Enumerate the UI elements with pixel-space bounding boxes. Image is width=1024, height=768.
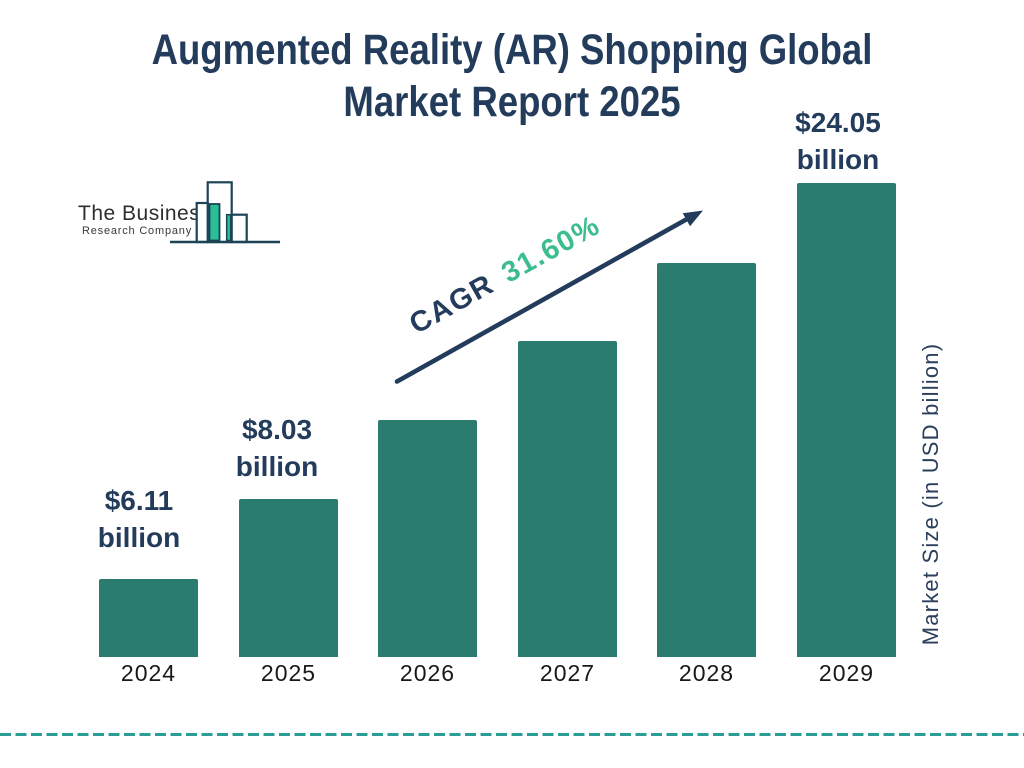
bar-2029 bbox=[797, 183, 896, 657]
bar-2024 bbox=[99, 579, 198, 657]
x-tick-label-2028: 2028 bbox=[678, 660, 735, 686]
value-label-2024: $6.11 billion bbox=[97, 485, 181, 553]
value-label-2029: $24.05 billion bbox=[795, 107, 881, 175]
value-label-2025: $8.03 billion bbox=[235, 414, 319, 482]
x-tick-label-2025: 2025 bbox=[260, 660, 317, 686]
logo-company-subtitle: Research Company bbox=[81, 225, 192, 237]
logo-bar-chart-icon bbox=[170, 181, 280, 244]
x-tick-label-2027: 2027 bbox=[539, 660, 596, 686]
logo-company-name: The Business bbox=[78, 202, 212, 225]
cagr-prefix-text: CAGR bbox=[404, 268, 500, 341]
page-title-line2: Market Report 2025 bbox=[343, 78, 681, 126]
bar-2026 bbox=[378, 420, 477, 657]
cagr-value-text: 31.60% bbox=[496, 209, 606, 290]
page-title-line1: Augmented Reality (AR) Shopping Global bbox=[151, 26, 873, 74]
x-tick-label-2026: 2026 bbox=[399, 660, 456, 686]
bar-2027 bbox=[518, 341, 617, 657]
y-axis-label: Market Size (in USD billion) bbox=[918, 342, 943, 646]
bar-2025 bbox=[239, 499, 338, 657]
bar-2028 bbox=[657, 263, 756, 657]
page-title: Augmented Reality (AR) Shopping Global M… bbox=[77, 24, 947, 128]
bottom-dashed-separator bbox=[0, 733, 1024, 736]
x-tick-label-2024: 2024 bbox=[120, 660, 177, 686]
x-tick-label-2029: 2029 bbox=[818, 660, 875, 686]
